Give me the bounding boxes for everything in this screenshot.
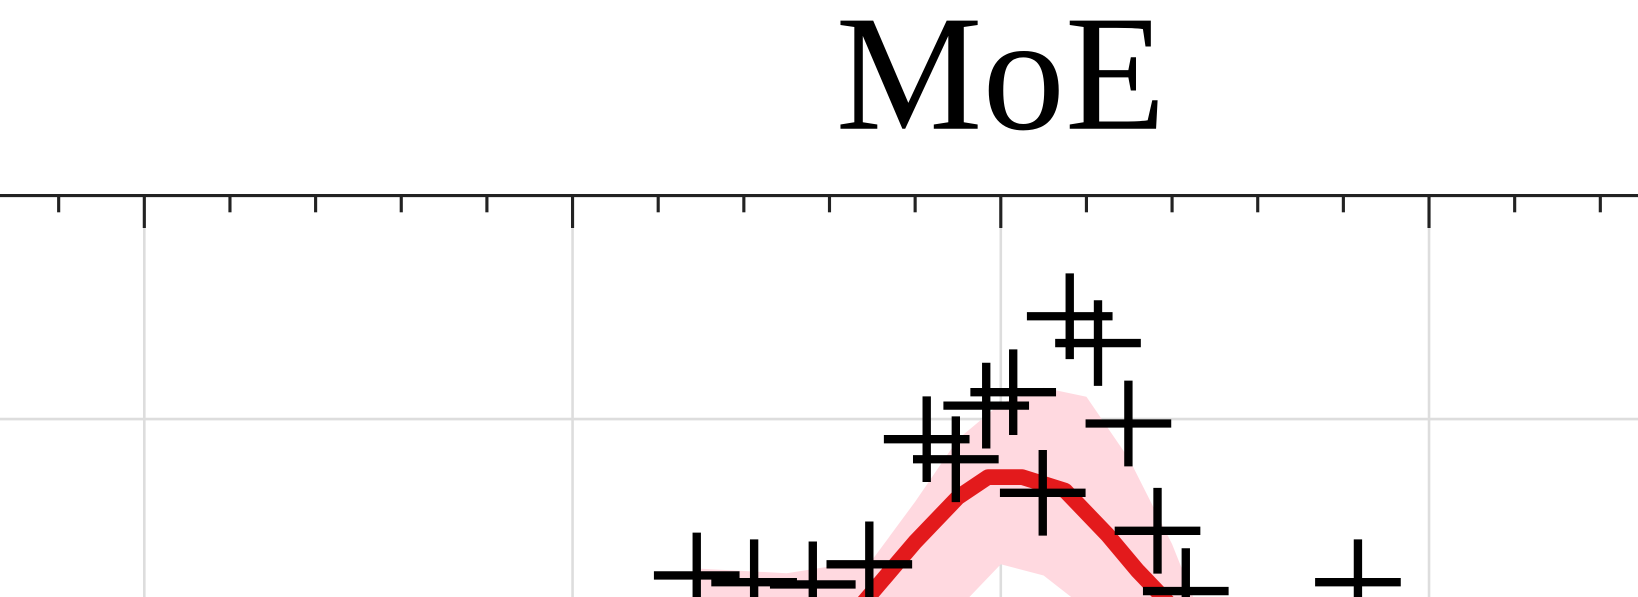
point-marker [1114,487,1201,574]
chart-title: MoE [836,0,1166,165]
point-marker [1085,380,1172,467]
confidence-band [701,387,1194,597]
point-marker [826,521,913,597]
point-marker [1315,539,1401,597]
point-marker [1142,548,1229,597]
point-marker [653,532,740,597]
point-marker [970,349,1057,436]
mean-line [857,469,1174,597]
point-marker [912,416,999,503]
point-marker [769,541,856,597]
point-marker [999,449,1086,536]
point-marker [1055,300,1141,386]
